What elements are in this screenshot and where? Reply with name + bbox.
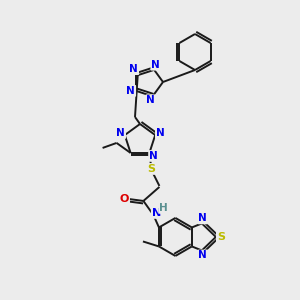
Text: N: N bbox=[152, 208, 161, 218]
Text: H: H bbox=[159, 203, 168, 213]
Text: S: S bbox=[217, 232, 225, 242]
Text: S: S bbox=[147, 164, 155, 174]
Text: N: N bbox=[127, 86, 135, 96]
Text: N: N bbox=[116, 128, 125, 138]
Text: N: N bbox=[130, 64, 138, 74]
Text: N: N bbox=[146, 95, 155, 105]
Text: O: O bbox=[120, 194, 129, 204]
Text: N: N bbox=[199, 250, 207, 260]
Text: N: N bbox=[156, 128, 165, 138]
Text: N: N bbox=[199, 213, 207, 224]
Text: N: N bbox=[151, 60, 160, 70]
Text: N: N bbox=[149, 151, 158, 161]
